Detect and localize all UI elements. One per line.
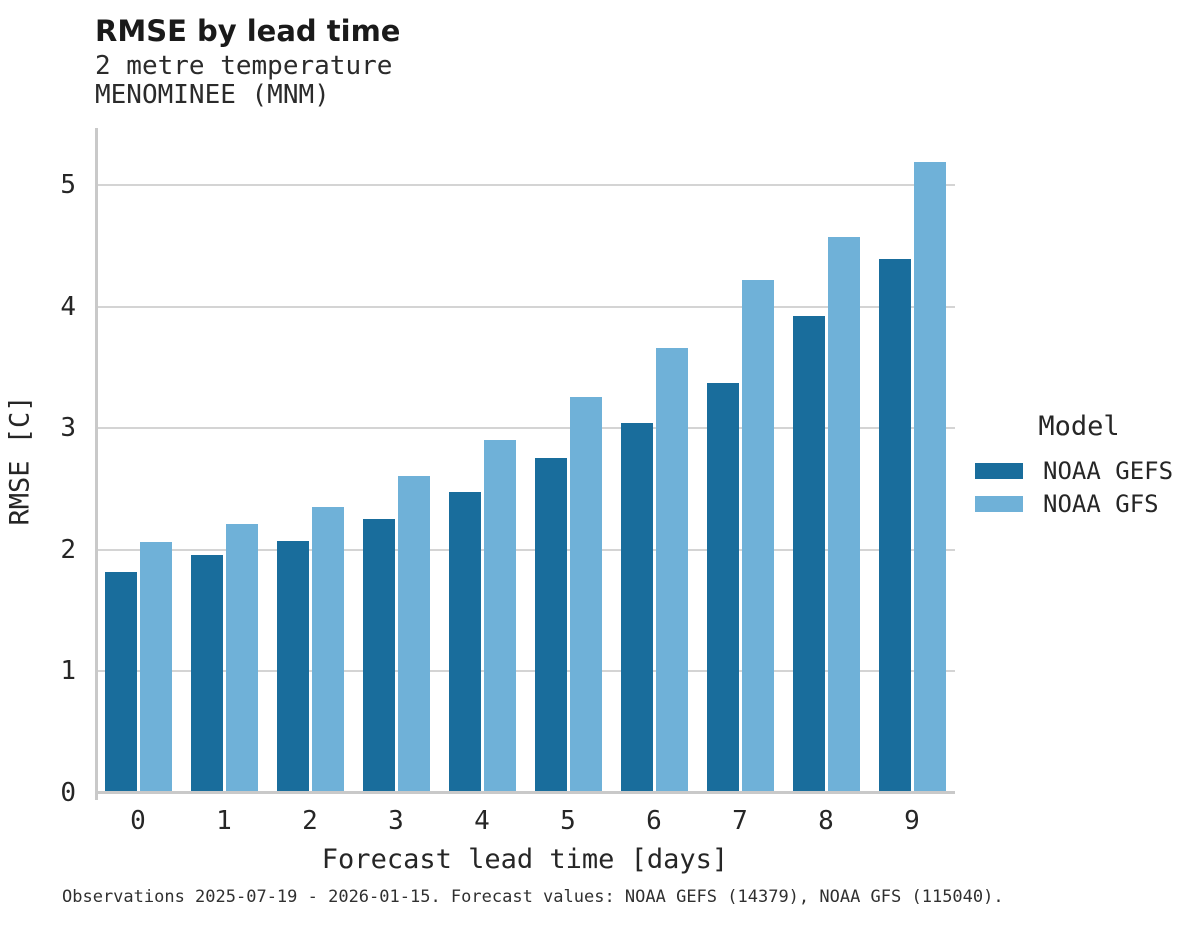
bar-noaa-gfs-lead-0	[139, 541, 172, 791]
x-tick-label-9: 9	[904, 806, 920, 836]
bar-noaa-gefs-lead-5	[534, 457, 567, 791]
gridline-y2	[97, 548, 955, 551]
bar-noaa-gefs-lead-3	[362, 518, 395, 791]
bar-noaa-gefs-lead-6	[620, 422, 653, 791]
bar-noaa-gefs-lead-9	[878, 258, 911, 791]
y-tick-label-1: 1	[60, 656, 76, 687]
x-tick-label-5: 5	[560, 806, 576, 836]
gridline-y4	[97, 305, 955, 308]
x-axis-label: Forecast lead time [days]	[321, 844, 729, 875]
bar-noaa-gfs-lead-5	[569, 397, 602, 791]
bar-noaa-gfs-lead-1	[225, 523, 258, 791]
bar-noaa-gfs-lead-2	[311, 506, 344, 791]
gfs-color-swatch-icon	[975, 495, 1023, 512]
legend-title: Model	[1038, 411, 1120, 442]
x-tick-label-1: 1	[216, 806, 232, 836]
legend-item-gfs: NOAA GFS	[966, 487, 1192, 520]
y-tick-label-2: 2	[60, 534, 76, 565]
legend-label-gefs: NOAA GEFS	[1043, 456, 1174, 485]
bar-noaa-gfs-lead-9	[913, 162, 946, 791]
bar-noaa-gefs-lead-8	[792, 315, 825, 791]
x-tick-label-6: 6	[646, 806, 662, 836]
y-tick-label-3: 3	[60, 413, 76, 444]
plot-area	[95, 128, 955, 800]
x-axis-spine	[95, 791, 955, 794]
bar-noaa-gfs-lead-6	[655, 348, 688, 791]
legend-item-gefs: NOAA GEFS	[966, 454, 1192, 487]
gridline-y5	[97, 184, 955, 187]
bar-noaa-gefs-lead-1	[190, 555, 223, 791]
y-axis-spine	[95, 128, 98, 800]
bar-noaa-gefs-lead-2	[276, 540, 309, 791]
x-tick-label-4: 4	[474, 806, 490, 836]
bar-noaa-gefs-lead-4	[448, 491, 481, 791]
y-axis-label: RMSE [C]	[4, 395, 36, 526]
bar-noaa-gefs-lead-7	[706, 382, 739, 791]
y-tick-label-5: 5	[60, 170, 76, 201]
gridline-y3	[97, 427, 955, 430]
gridline-y1	[97, 670, 955, 673]
chart-title: RMSE by lead time	[95, 14, 401, 48]
x-tick-label-0: 0	[130, 806, 146, 836]
x-tick-label-2: 2	[302, 806, 318, 836]
bar-noaa-gfs-lead-3	[397, 476, 430, 791]
chart-subtitle-variable: 2 metre temperature	[95, 51, 393, 81]
legend: Model NOAA GEFS NOAA GFS	[966, 411, 1192, 520]
x-tick-label-3: 3	[388, 806, 404, 836]
bar-noaa-gefs-lead-0	[104, 572, 137, 791]
chart-subtitle-station: MENOMINEE (MNM)	[95, 80, 330, 110]
y-tick-label-4: 4	[60, 291, 76, 322]
x-tick-label-8: 8	[818, 806, 834, 836]
bar-noaa-gfs-lead-8	[827, 236, 860, 791]
x-tick-label-7: 7	[732, 806, 748, 836]
legend-label-gfs: NOAA GFS	[1043, 489, 1159, 518]
bar-noaa-gfs-lead-7	[741, 280, 774, 791]
y-tick-label-0: 0	[60, 778, 76, 808]
caption: Observations 2025-07-19 - 2026-01-15. Fo…	[62, 887, 1004, 907]
gefs-color-swatch-icon	[975, 462, 1023, 479]
bar-noaa-gfs-lead-4	[483, 439, 516, 791]
